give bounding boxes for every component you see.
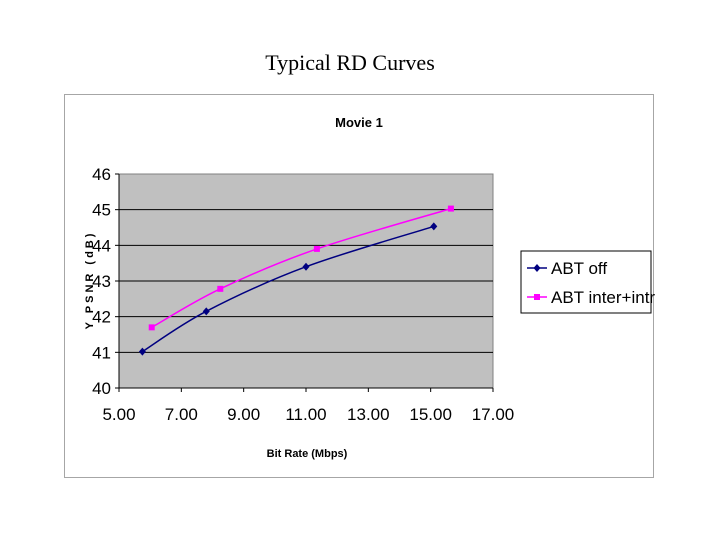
legend-marker (534, 294, 540, 300)
x-tick-label: 13.00 (347, 405, 390, 424)
x-tick-label: 17.00 (472, 405, 515, 424)
legend-label: ABT off (551, 259, 607, 278)
y-tick-label: 46 (92, 165, 111, 184)
legend-box (520, 250, 652, 314)
data-point (447, 205, 454, 212)
data-point (217, 285, 224, 292)
y-tick-label: 43 (92, 272, 111, 291)
data-point (430, 222, 438, 231)
y-tick-label: 45 (92, 201, 111, 220)
series-line-1 (151, 207, 452, 329)
y-tick-label: 42 (92, 308, 111, 327)
y-tick-label: 40 (92, 379, 111, 398)
legend-marker (533, 264, 541, 272)
slide-title: Typical RD Curves (265, 50, 435, 75)
legend-label: ABT inter+intra (551, 288, 655, 307)
chart-frame: Movie 1 Bit Rate (Mbps) Y PSNR (dB) 40 41… (64, 94, 655, 478)
x-tick-label: 7.00 (165, 405, 198, 424)
y-tick-label: 44 (92, 236, 111, 255)
y-tick-label: 41 (92, 343, 111, 362)
x-axis-label: Bit Rate (Mbps) (267, 448, 348, 460)
chart-title: Movie 1 (335, 115, 383, 130)
x-tick-label: 15.00 (409, 405, 452, 424)
series-line-0 (141, 225, 435, 353)
y-axis-label: Y PSNR (dB) (84, 231, 96, 330)
data-point (313, 245, 320, 252)
x-tick-label: 5.00 (102, 405, 135, 424)
data-point (202, 307, 210, 316)
x-tick-label: 9.00 (227, 405, 260, 424)
data-point (302, 262, 310, 271)
rd-chart: Movie 1 Bit Rate (Mbps) Y PSNR (dB) 40 41… (84, 115, 655, 460)
x-tick-label: 11.00 (285, 405, 326, 424)
data-point (148, 324, 155, 331)
data-point (138, 347, 146, 356)
